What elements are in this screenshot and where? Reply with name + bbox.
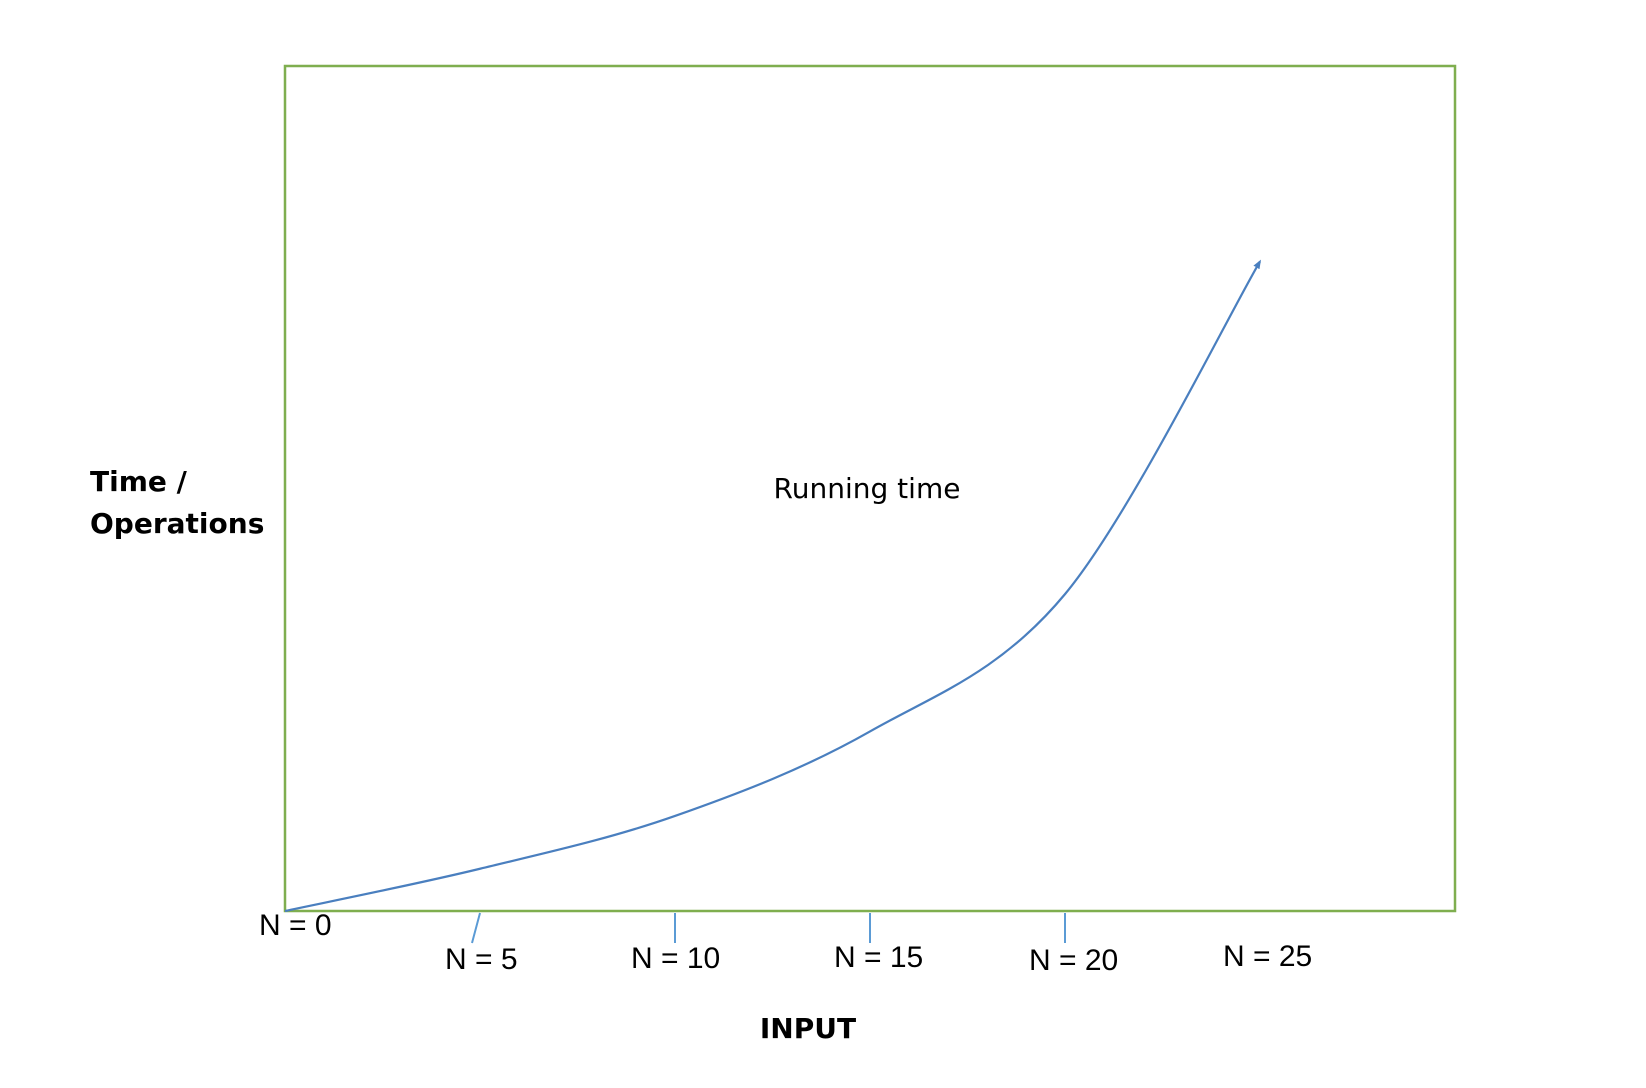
x-tick-label: N = 10	[631, 942, 720, 975]
x-tick-label: N = 0	[259, 909, 332, 942]
x-tick-label: N = 20	[1029, 944, 1118, 977]
x-tick-label: N = 5	[445, 943, 518, 976]
y-axis-title-line-1: Time /	[90, 465, 188, 498]
x-tick-label: N = 15	[834, 941, 923, 974]
annotation-running-time: Running time	[774, 472, 961, 505]
x-tick-label: N = 25	[1223, 940, 1312, 973]
running-time-line	[284, 259, 1262, 913]
y-axis-title-line-2: Operations	[90, 507, 264, 540]
x-axis-title: INPUT	[760, 1012, 856, 1045]
plot-frame	[283, 64, 1457, 913]
x-tick-mark	[471, 912, 481, 944]
